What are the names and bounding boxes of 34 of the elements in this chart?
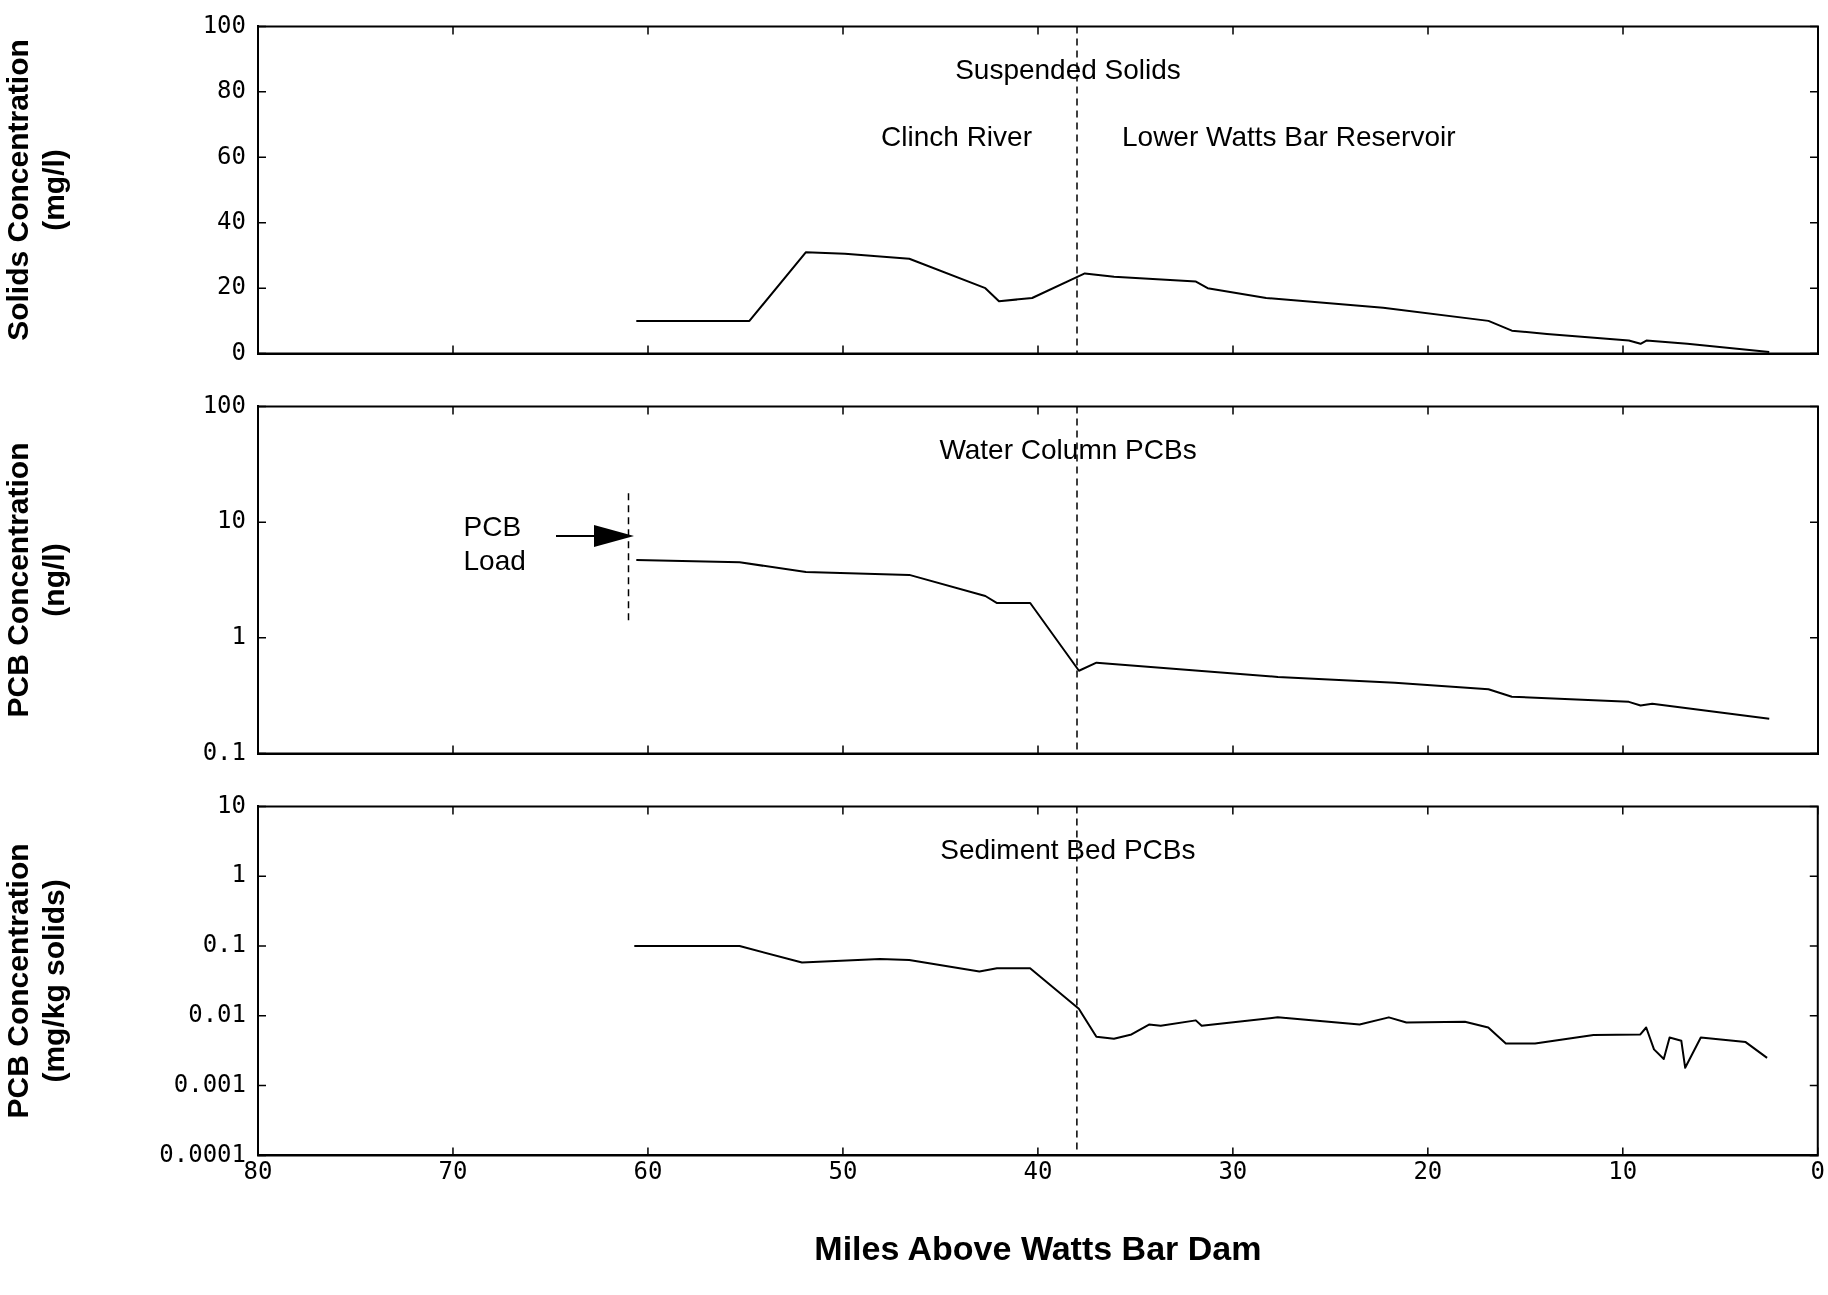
y-tick-label: 0.1 [202,737,246,766]
x-tick-label: 60 [633,1157,663,1186]
x-tick-label: 40 [1023,1157,1053,1186]
y-tick-label: 0.01 [188,1000,246,1029]
y-tick-label: 10 [217,790,246,819]
x-tick-label: 0 [1810,1157,1825,1186]
y-tick-label: 100 [202,390,246,419]
y-tick-label: 0.0001 [159,1139,246,1168]
y-tick-label: 0.1 [202,930,246,959]
text: Suspended Solids [955,54,1181,86]
x-tick-label: 50 [828,1157,858,1186]
y-tick-label: 20 [217,272,246,301]
text: Sediment Bed PCBs [940,834,1196,866]
y-tick-label: 100 [202,10,246,39]
y-tick-label: 80 [217,76,246,105]
y-tick-label: 10 [217,506,246,535]
text: Water Column PCBs [939,434,1197,466]
x-tick-label: 30 [1218,1157,1248,1186]
y-axis-title: Solids Concentration (mg/l) [1,39,71,341]
y-tick-label: 0 [231,337,246,366]
y-tick-label: 1 [231,622,246,651]
y-tick-label: 40 [217,206,246,235]
ref-line-label: PCB Load [463,511,526,576]
x-tick-label: 10 [1608,1157,1638,1186]
y-tick-label: 60 [217,141,246,170]
y-axis-title: PCB Concentration (mg/kg solids) [1,843,71,1119]
x-tick-label: 20 [1413,1157,1443,1186]
x-tick-label: 70 [438,1157,468,1186]
annotation: Clinch River [881,121,1032,153]
y-tick-label: 0.001 [173,1069,246,1098]
annotation: Lower Watts Bar Reservoir [1122,121,1456,153]
y-tick-label: 1 [231,860,246,889]
y-axis-title: PCB Concentration (ng/l) [1,442,71,718]
x-axis-title: Miles Above Watts Bar Dam [814,1228,1262,1267]
